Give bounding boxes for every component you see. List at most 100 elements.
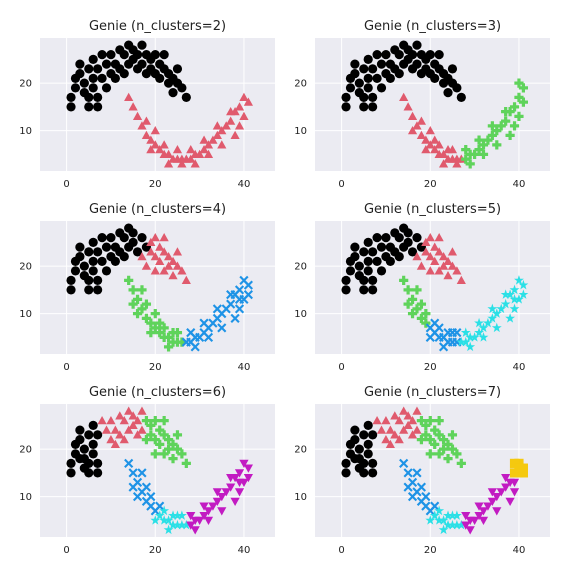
data-point	[66, 468, 75, 477]
data-point	[355, 79, 364, 88]
x-tick-label: 0	[338, 545, 344, 556]
data-point	[368, 285, 377, 294]
data-point	[84, 285, 93, 294]
x-tick-label: 40	[513, 179, 526, 190]
x-tick-label: 0	[63, 545, 69, 556]
data-point	[395, 233, 404, 242]
data-point	[89, 55, 98, 64]
data-point	[133, 50, 142, 59]
data-point	[514, 464, 523, 473]
data-point	[97, 257, 106, 266]
data-point	[120, 50, 129, 59]
panel-title: Genie (n_clusters=5)	[364, 202, 501, 217]
data-point	[368, 102, 377, 111]
x-tick-label: 20	[424, 179, 437, 190]
data-point	[341, 468, 350, 477]
data-point	[359, 102, 368, 111]
data-point	[386, 257, 395, 266]
data-point	[350, 454, 359, 463]
y-tick-label: 10	[294, 309, 307, 320]
data-point	[102, 243, 111, 252]
data-point	[395, 69, 404, 78]
data-point	[377, 266, 386, 275]
data-point	[368, 430, 377, 439]
data-point	[368, 468, 377, 477]
data-point	[66, 93, 75, 102]
data-point	[84, 276, 93, 285]
data-point	[111, 257, 120, 266]
data-point	[359, 247, 368, 256]
data-point	[377, 243, 386, 252]
data-point	[93, 276, 102, 285]
data-point	[168, 88, 177, 97]
data-point	[84, 430, 93, 439]
data-point	[355, 464, 364, 473]
x-tick-label: 20	[424, 545, 437, 556]
data-point	[364, 74, 373, 83]
data-point	[120, 69, 129, 78]
data-point	[93, 64, 102, 73]
data-point	[66, 102, 75, 111]
data-point	[129, 228, 138, 237]
data-point	[75, 60, 84, 69]
data-point	[386, 74, 395, 83]
data-point	[364, 440, 373, 449]
x-tick-label: 20	[424, 362, 437, 373]
x-tick-label: 0	[63, 179, 69, 190]
data-point	[364, 266, 373, 275]
data-point	[452, 83, 461, 92]
chart-panel: 0 20 401020Genie (n_clusters=2)	[19, 19, 275, 190]
data-point	[93, 93, 102, 102]
chart-panel: 0 20 401020Genie (n_clusters=4)	[19, 202, 275, 373]
data-point	[457, 93, 466, 102]
data-point	[80, 79, 89, 88]
data-point	[435, 50, 444, 59]
data-point	[89, 421, 98, 430]
data-point	[89, 74, 98, 83]
x-tick-label: 40	[238, 362, 251, 373]
y-tick-label: 20	[294, 445, 307, 456]
y-tick-label: 20	[19, 79, 32, 90]
data-point	[341, 93, 350, 102]
x-tick-label: 40	[238, 179, 251, 190]
data-point	[160, 50, 169, 59]
data-point	[182, 93, 191, 102]
chart-panel: 0 20 401020Genie (n_clusters=7)	[294, 385, 550, 556]
y-tick-label: 20	[19, 445, 32, 456]
data-point	[75, 69, 84, 78]
data-point	[93, 459, 102, 468]
data-point	[89, 266, 98, 275]
y-tick-label: 10	[19, 126, 32, 137]
data-point	[75, 454, 84, 463]
data-point	[84, 102, 93, 111]
data-point	[346, 83, 355, 92]
data-point	[359, 276, 368, 285]
data-point	[89, 449, 98, 458]
data-point	[84, 247, 93, 256]
panel-title: Genie (n_clusters=2)	[89, 19, 226, 34]
data-point	[364, 238, 373, 247]
data-point	[75, 243, 84, 252]
data-point	[372, 233, 381, 242]
data-point	[173, 64, 182, 73]
data-point	[377, 60, 386, 69]
data-point	[426, 50, 435, 59]
data-point	[359, 285, 368, 294]
data-point	[364, 83, 373, 92]
panel-title: Genie (n_clusters=6)	[89, 385, 226, 400]
data-point	[372, 50, 381, 59]
data-point	[381, 50, 390, 59]
data-point	[448, 64, 457, 73]
data-point	[89, 83, 98, 92]
data-point	[341, 102, 350, 111]
data-point	[71, 83, 80, 92]
data-point	[350, 60, 359, 69]
data-point	[75, 435, 84, 444]
data-point	[93, 102, 102, 111]
x-tick-label: 20	[149, 545, 162, 556]
data-point	[111, 74, 120, 83]
data-point	[75, 252, 84, 261]
data-point	[359, 430, 368, 439]
data-point	[372, 257, 381, 266]
